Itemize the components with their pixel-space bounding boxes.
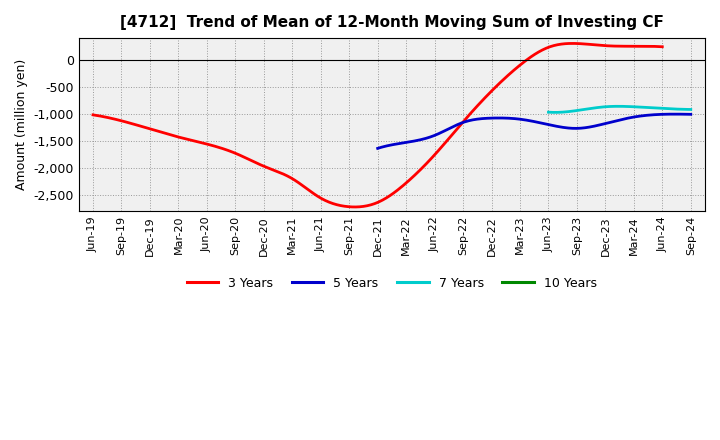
Y-axis label: Amount (million yen): Amount (million yen) bbox=[15, 59, 28, 190]
Title: [4712]  Trend of Mean of 12-Month Moving Sum of Investing CF: [4712] Trend of Mean of 12-Month Moving … bbox=[120, 15, 664, 30]
Legend: 3 Years, 5 Years, 7 Years, 10 Years: 3 Years, 5 Years, 7 Years, 10 Years bbox=[182, 272, 602, 295]
